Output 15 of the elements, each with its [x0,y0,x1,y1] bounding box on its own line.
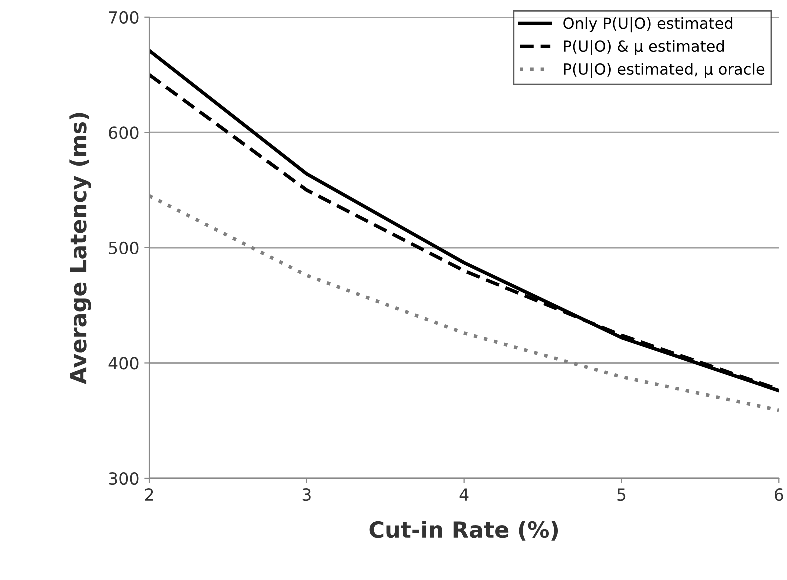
y-tick-label: 300 [109,472,139,486]
x-tick-label: 6 [774,488,784,502]
y-tick-label: 400 [108,357,139,370]
x-tick-label: 3 [302,488,311,502]
y-tick-label: 500 [109,242,139,255]
x-tick-label: 5 [618,488,626,502]
legend-label: P(U|O) estimated, μ oracle [564,63,765,78]
y-axis-title: Average Latency (ms) [70,113,92,385]
x-tick-label: 4 [460,488,469,501]
x-axis-title: Cut-in Rate (%) [370,521,558,541]
y-tick-label: 600 [109,126,139,140]
legend-label: P(U|O) & μ estimated [564,40,724,56]
y-tick-label: 700 [109,11,139,24]
x-tick-label: 2 [145,488,154,501]
legend-label: Only P(U|O) estimated [564,17,733,33]
